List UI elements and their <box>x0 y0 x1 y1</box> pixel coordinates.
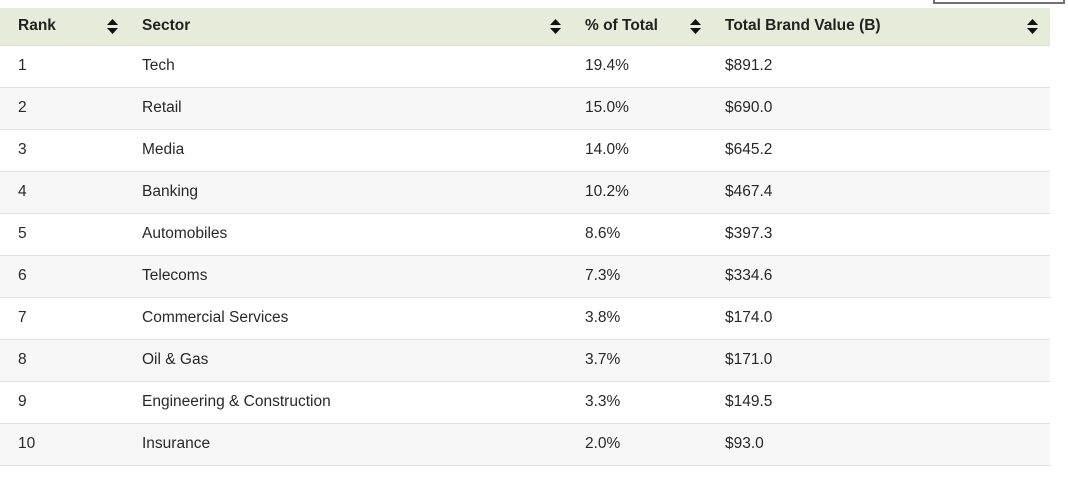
table-row: 6 Telecoms 7.3% $334.6 <box>0 254 1050 297</box>
cell-total-brand-value: $467.4 <box>713 170 1050 213</box>
column-header-label: Sector <box>142 17 191 35</box>
cell-total-brand-value: $174.0 <box>713 296 1050 339</box>
cell-rank: 1 <box>0 45 130 87</box>
cell-total-brand-value: $690.0 <box>713 86 1050 129</box>
table-row: 7 Commercial Services 3.8% $174.0 <box>0 296 1050 339</box>
cell-rank: 6 <box>0 254 130 297</box>
cell-sector: Telecoms <box>130 254 573 297</box>
cell-sector: Tech <box>130 45 573 87</box>
table-row: 4 Banking 10.2% $467.4 <box>0 170 1050 213</box>
cell-total-brand-value: $645.2 <box>713 128 1050 171</box>
table-row: 8 Oil & Gas 3.7% $171.0 <box>0 338 1050 381</box>
cell-rank: 3 <box>0 128 130 171</box>
table-row: 1 Tech 19.4% $891.2 <box>0 45 1050 87</box>
cell-rank: 10 <box>0 422 130 465</box>
column-header-label: Rank <box>18 17 56 35</box>
cell-total-brand-value: $149.5 <box>713 380 1050 423</box>
cell-pct-of-total: 19.4% <box>573 45 713 87</box>
cell-rank: 9 <box>0 380 130 423</box>
cell-sector: Insurance <box>130 422 573 465</box>
table-row: 9 Engineering & Construction 3.3% $149.5 <box>0 380 1050 423</box>
sort-updown-icon[interactable] <box>107 18 118 34</box>
cell-pct-of-total: 3.7% <box>573 338 713 381</box>
table-row: 2 Retail 15.0% $690.0 <box>0 86 1050 129</box>
cell-sector: Oil & Gas <box>130 338 573 381</box>
cell-rank: 7 <box>0 296 130 339</box>
cell-total-brand-value: $171.0 <box>713 338 1050 381</box>
column-header-total-brand-value[interactable]: Total Brand Value (B) <box>713 8 1050 46</box>
cell-pct-of-total: 3.3% <box>573 380 713 423</box>
table-row: 3 Media 14.0% $645.2 <box>0 128 1050 171</box>
cell-pct-of-total: 8.6% <box>573 212 713 255</box>
sort-updown-icon[interactable] <box>550 18 561 34</box>
column-header-pct-of-total[interactable]: % of Total <box>573 8 713 46</box>
cell-rank: 8 <box>0 338 130 381</box>
cell-total-brand-value: $334.6 <box>713 254 1050 297</box>
column-header-label: Total Brand Value (B) <box>725 17 881 35</box>
column-header-label: % of Total <box>585 17 658 35</box>
column-header-rank[interactable]: Rank <box>0 8 130 46</box>
cell-total-brand-value: $397.3 <box>713 212 1050 255</box>
header-row: Rank Sector % <box>0 8 1050 46</box>
column-header-sector[interactable]: Sector <box>130 8 573 46</box>
sort-updown-icon[interactable] <box>1027 18 1038 34</box>
cell-pct-of-total: 15.0% <box>573 86 713 129</box>
cell-pct-of-total: 10.2% <box>573 170 713 213</box>
cell-sector: Media <box>130 128 573 171</box>
cell-sector: Engineering & Construction <box>130 380 573 423</box>
cell-pct-of-total: 2.0% <box>573 422 713 465</box>
cell-sector: Banking <box>130 170 573 213</box>
cell-pct-of-total: 3.8% <box>573 296 713 339</box>
table-header: Rank Sector % <box>0 8 1050 46</box>
cell-total-brand-value: $891.2 <box>713 45 1050 87</box>
cell-sector: Commercial Services <box>130 296 573 339</box>
cell-rank: 4 <box>0 170 130 213</box>
cell-pct-of-total: 14.0% <box>573 128 713 171</box>
cell-sector: Automobiles <box>130 212 573 255</box>
cell-rank: 5 <box>0 212 130 255</box>
cell-pct-of-total: 7.3% <box>573 254 713 297</box>
table-body: 1 Tech 19.4% $891.2 2 Retail 15.0% $690.… <box>0 45 1050 465</box>
sort-updown-icon[interactable] <box>690 18 701 34</box>
cell-sector: Retail <box>130 86 573 129</box>
cell-rank: 2 <box>0 86 130 129</box>
sector-brand-value-table: Rank Sector % <box>0 8 1050 466</box>
search-input[interactable] <box>933 0 1065 4</box>
table-row: 10 Insurance 2.0% $93.0 <box>0 422 1050 465</box>
table-row: 5 Automobiles 8.6% $397.3 <box>0 212 1050 255</box>
cell-total-brand-value: $93.0 <box>713 422 1050 465</box>
